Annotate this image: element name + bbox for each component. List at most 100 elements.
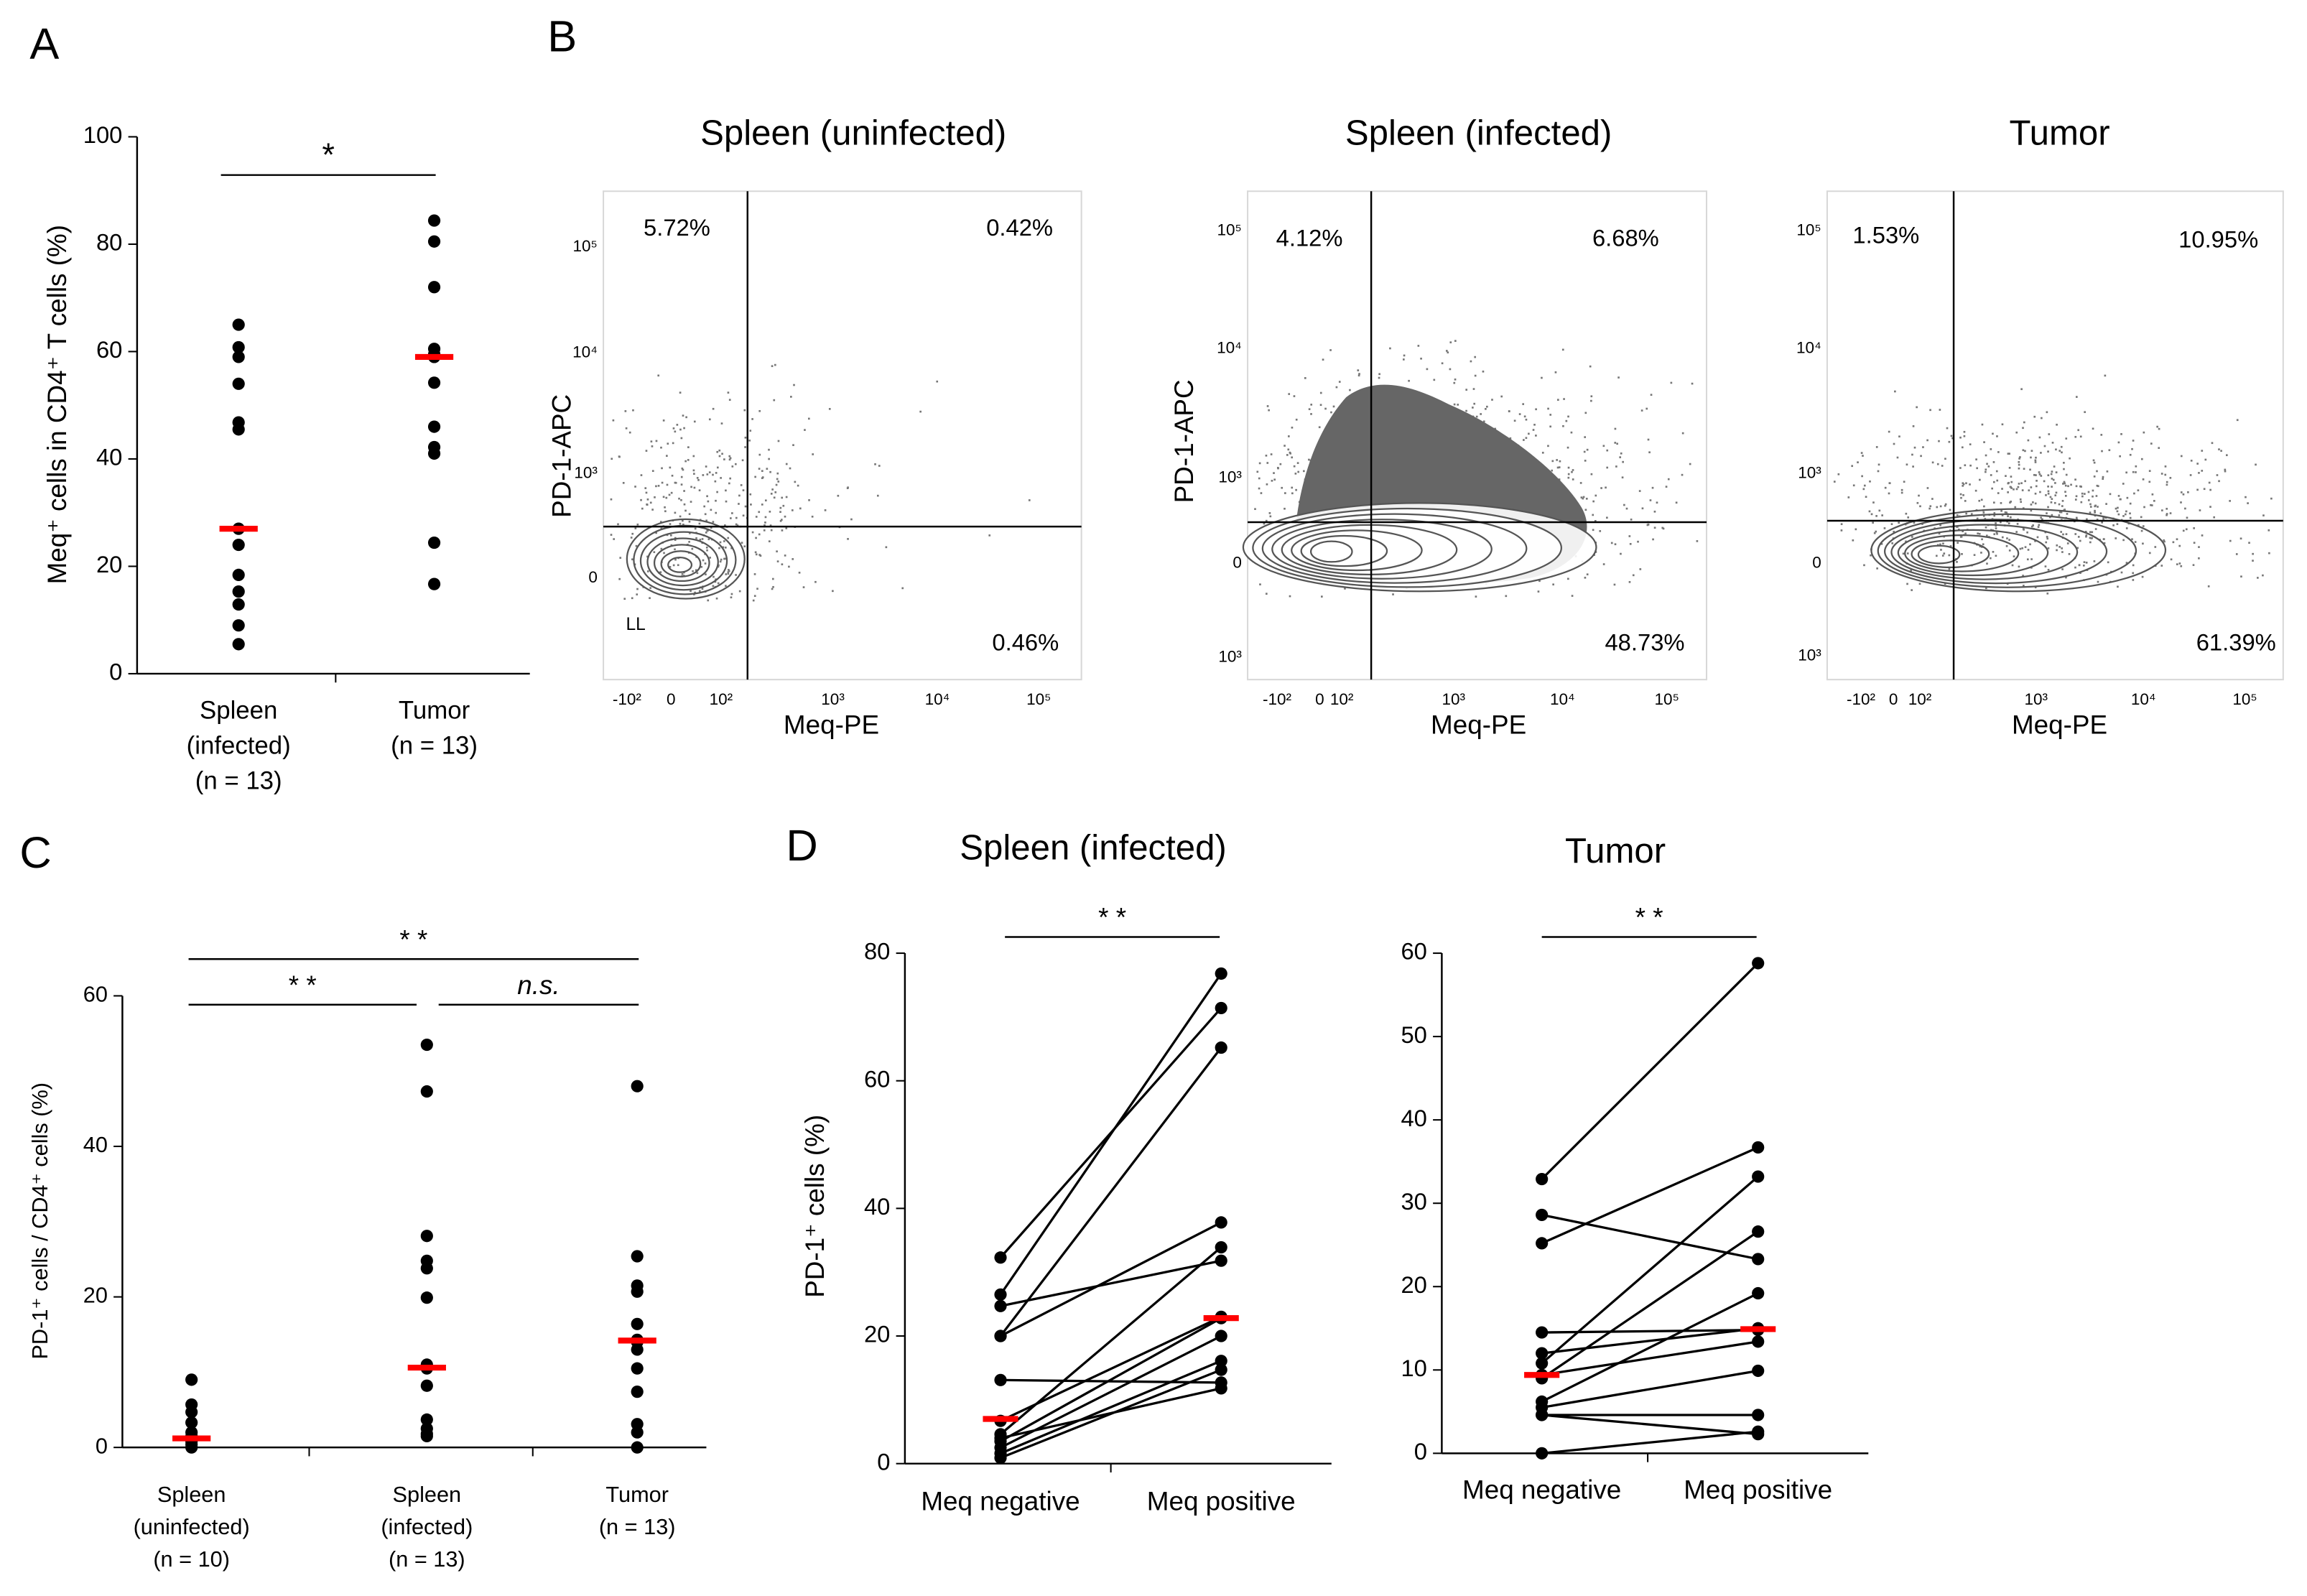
- event-dot: [1630, 518, 1633, 521]
- event-dot: [1480, 413, 1482, 415]
- event-dot: [1310, 413, 1312, 415]
- event-dot: [2180, 491, 2183, 493]
- event-dot: [1653, 510, 1656, 513]
- event-dot: [1898, 435, 1900, 438]
- event-dot: [645, 491, 648, 494]
- event-dot: [1995, 527, 1997, 529]
- event-dot: [1959, 493, 1962, 496]
- event-dot: [730, 547, 733, 549]
- event-dot: [1330, 411, 1332, 414]
- event-dot: [631, 532, 634, 535]
- pair-line: [1000, 1378, 1222, 1384]
- quadrant-label: 1.53%: [1852, 221, 1919, 248]
- event-dot: [2063, 481, 2066, 483]
- event-dot: [1472, 388, 1475, 390]
- event-dot: [743, 409, 746, 412]
- pair-line: [1000, 1317, 1222, 1443]
- event-dot: [2092, 427, 2094, 430]
- contour: [1877, 513, 2137, 588]
- event-dot: [2102, 475, 2104, 478]
- x-tick-label: (n = 13): [389, 1546, 465, 1572]
- y-tick-label: 0: [1812, 553, 1821, 571]
- event-dot: [744, 446, 746, 448]
- event-dot: [1650, 394, 1653, 396]
- event-dot: [2034, 539, 2036, 542]
- event-dot: [2040, 516, 2042, 519]
- event-dot: [1876, 567, 1878, 570]
- event-dot: [2112, 524, 2115, 526]
- event-dot: [2020, 501, 2023, 504]
- event-dot: [1993, 501, 1995, 504]
- event-dot: [1619, 456, 1622, 458]
- event-dot: [2096, 519, 2099, 521]
- event-dot: [837, 494, 840, 497]
- event-dot: [2070, 483, 2072, 486]
- event-dot: [1420, 357, 1422, 360]
- event-dot: [2180, 565, 2183, 567]
- event-dot: [2047, 490, 2050, 493]
- event-dot: [2099, 512, 2102, 515]
- event-dot: [2021, 547, 2024, 549]
- event-dot: [2066, 513, 2069, 515]
- dot: [1536, 1357, 1549, 1370]
- dot: [1215, 1240, 1227, 1254]
- event-dot: [2016, 523, 2019, 525]
- event-dot: [1667, 478, 1670, 481]
- event-dot: [1389, 347, 1391, 350]
- event-dot: [2148, 481, 2151, 483]
- event-dot: [1983, 441, 1985, 443]
- event-dot: [657, 485, 660, 487]
- event-dot: [1628, 580, 1631, 583]
- event-dot: [771, 588, 774, 590]
- event-dot: [2065, 473, 2068, 476]
- event-dot: [688, 513, 691, 516]
- event-dot: [1549, 414, 1552, 416]
- event-dot: [690, 501, 692, 503]
- event-dot: [2091, 537, 2093, 539]
- event-dot: [2007, 481, 2010, 484]
- event-dot: [708, 418, 711, 421]
- event-dot: [1959, 436, 1962, 439]
- contour: [1870, 508, 2167, 593]
- y-tick-label: 20: [96, 551, 122, 577]
- event-dot: [2129, 502, 2132, 505]
- event-dot: [2018, 483, 2020, 485]
- event-dot: [2163, 540, 2166, 543]
- event-dot: [1632, 574, 1635, 577]
- event-dot: [792, 558, 794, 560]
- event-dot: [1974, 489, 1977, 492]
- event-dot: [769, 470, 771, 473]
- event-dot: [710, 509, 712, 511]
- event-dot: [824, 509, 827, 511]
- event-dot: [2007, 453, 2010, 455]
- event-dot: [774, 363, 776, 366]
- event-dot: [1964, 464, 1967, 467]
- event-dot: [2091, 531, 2094, 534]
- event-dot: [1840, 523, 1843, 526]
- y-tick-label: 10⁴: [572, 343, 598, 361]
- event-dot: [729, 477, 732, 480]
- event-dot: [2023, 421, 2025, 424]
- event-dot: [1944, 503, 1947, 506]
- event-dot: [2150, 504, 2153, 506]
- event-dot: [2046, 535, 2048, 538]
- x-tick-label: Tumor: [399, 696, 470, 724]
- event-dot: [2166, 508, 2168, 510]
- event-dot: [780, 519, 783, 521]
- event-dot: [2198, 472, 2200, 474]
- event-dot: [2046, 411, 2048, 414]
- event-dot: [710, 526, 712, 529]
- event-dot: [2115, 507, 2117, 510]
- event-dot: [1916, 406, 1918, 409]
- x-tick-label: Meq negative: [921, 1487, 1080, 1516]
- event-dot: [612, 419, 615, 422]
- event-dot: [611, 458, 613, 460]
- event-dot: [1454, 340, 1457, 342]
- event-dot: [741, 542, 743, 544]
- event-dot: [695, 569, 697, 572]
- event-dot: [1541, 376, 1543, 379]
- event-dot: [2080, 501, 2083, 504]
- event-dot: [2268, 552, 2270, 555]
- event-dot: [758, 409, 761, 412]
- event-dot: [695, 537, 697, 539]
